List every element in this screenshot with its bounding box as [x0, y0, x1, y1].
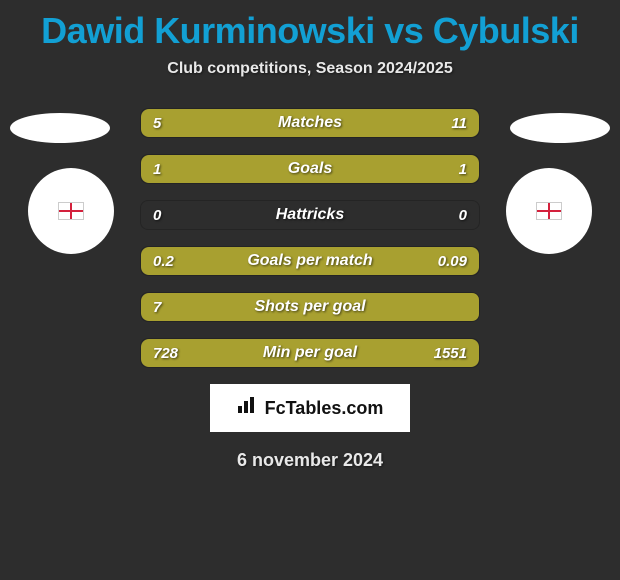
stat-row: Hattricks0 0	[140, 200, 480, 230]
stat-value-right: 1551	[434, 339, 467, 367]
player-oval-left	[10, 113, 110, 143]
stat-value-left: 728	[153, 339, 178, 367]
stat-row: Goals per match0.2 0.09	[140, 246, 480, 276]
stat-label: Goals	[141, 155, 479, 183]
stat-value-left: 1	[153, 155, 161, 183]
stat-value-right: 11	[451, 109, 467, 137]
brand-text: FcTables.com	[265, 398, 384, 419]
subtitle: Club competitions, Season 2024/2025	[0, 60, 620, 78]
stat-label: Shots per goal	[141, 293, 479, 321]
flag-icon	[58, 202, 84, 220]
player-oval-right	[510, 113, 610, 143]
player-badge-right	[506, 168, 592, 254]
comparison-stage: Matches511Goals11Hattricks00Goals per ma…	[0, 108, 620, 368]
stat-value-left: 0	[153, 201, 161, 229]
stat-row: Min per goal728 1551	[140, 338, 480, 368]
stat-value-right: 0	[459, 201, 467, 229]
flag-icon	[536, 202, 562, 220]
stat-row: Matches5 11	[140, 108, 480, 138]
player-badge-left	[28, 168, 114, 254]
stat-label: Hattricks	[141, 201, 479, 229]
stat-row: Goals1 1	[140, 154, 480, 184]
brand-badge: FcTables.com	[210, 384, 410, 432]
chart-icon	[237, 396, 259, 420]
stat-row: Shots per goal7	[140, 292, 480, 322]
stat-label: Matches	[141, 109, 479, 137]
stat-label: Min per goal	[141, 339, 479, 367]
stat-value-left: 5	[153, 109, 161, 137]
stat-bars: Matches511Goals11Hattricks00Goals per ma…	[140, 108, 480, 368]
date-stamp: 6 november 2024	[0, 450, 620, 471]
stat-value-left: 0.2	[153, 247, 174, 275]
stat-value-right: 1	[459, 155, 467, 183]
stat-value-left: 7	[153, 293, 161, 321]
page-title: Dawid Kurminowski vs Cybulski	[0, 0, 620, 52]
stat-value-right: 0.09	[438, 247, 467, 275]
stat-label: Goals per match	[141, 247, 479, 275]
